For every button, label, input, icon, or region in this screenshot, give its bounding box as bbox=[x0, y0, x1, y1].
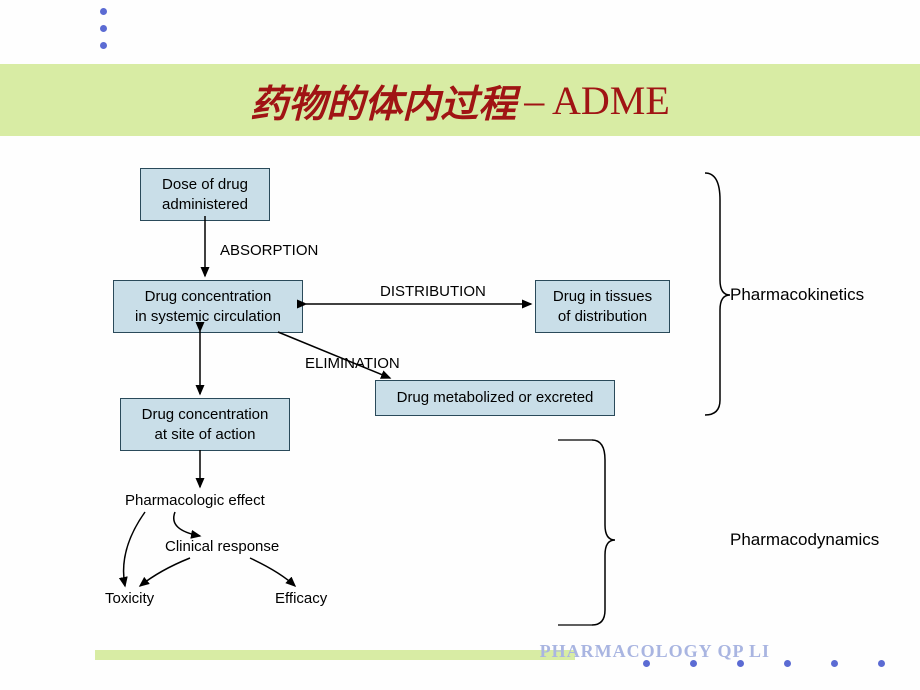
box-tissues: Drug in tissues of distribution bbox=[535, 280, 670, 333]
box-systemic-l1: Drug concentration bbox=[124, 287, 292, 307]
label-pk: Pharmacokinetics bbox=[730, 285, 864, 305]
decor-top-dots bbox=[100, 8, 107, 59]
box-tissues-l2: of distribution bbox=[546, 307, 659, 327]
box-dose: Dose of drug administered bbox=[140, 168, 270, 221]
adme-diagram: Dose of drug administered ABSORPTION Dru… bbox=[90, 160, 900, 640]
text-clinresp: Clinical response bbox=[165, 538, 279, 555]
box-excreted: Drug metabolized or excreted bbox=[375, 380, 615, 416]
box-dose-l1: Dose of drug bbox=[151, 175, 259, 195]
decor-bottom-bar bbox=[95, 650, 575, 660]
decor-bottom-dots bbox=[603, 654, 885, 672]
box-systemic-l2: in systemic circulation bbox=[124, 307, 292, 327]
box-systemic: Drug concentration in systemic circulati… bbox=[113, 280, 303, 333]
box-siteaction-l2: at site of action bbox=[131, 425, 279, 445]
label-distribution: DISTRIBUTION bbox=[380, 283, 486, 300]
text-toxicity: Toxicity bbox=[105, 590, 154, 607]
box-siteaction: Drug concentration at site of action bbox=[120, 398, 290, 451]
label-elimination: ELIMINATION bbox=[305, 355, 400, 372]
label-pd: Pharmacodynamics bbox=[730, 530, 879, 550]
box-dose-l2: administered bbox=[151, 195, 259, 215]
title-english: – ADME bbox=[524, 77, 670, 124]
text-efficacy: Efficacy bbox=[275, 590, 327, 607]
box-tissues-l1: Drug in tissues bbox=[546, 287, 659, 307]
title-chinese: 药物的体内过程 bbox=[250, 73, 516, 128]
label-absorption: ABSORPTION bbox=[220, 242, 318, 259]
box-siteaction-l1: Drug concentration bbox=[131, 405, 279, 425]
text-pharmeffect: Pharmacologic effect bbox=[125, 492, 265, 509]
box-excreted-text: Drug metabolized or excreted bbox=[386, 388, 604, 408]
title-bar: 药物的体内过程 – ADME bbox=[0, 64, 920, 136]
